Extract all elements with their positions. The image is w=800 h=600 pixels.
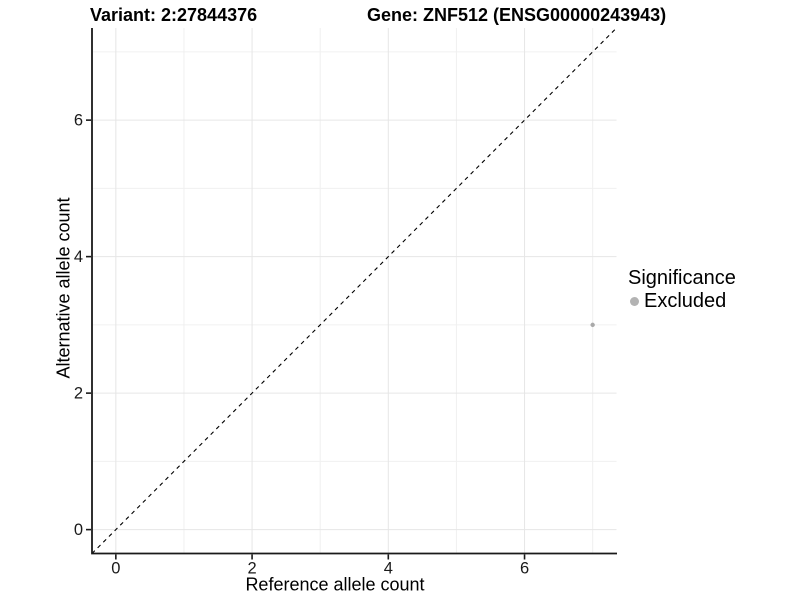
legend-title: Significance xyxy=(628,267,736,289)
legend-item-excluded: Excluded xyxy=(628,290,736,313)
x-tick-label: 4 xyxy=(384,560,393,578)
axis-lines xyxy=(91,28,617,555)
gene-title: Gene: ZNF512 (ENSG00000243943) xyxy=(367,5,667,25)
legend: Significance Excluded xyxy=(628,266,736,313)
legend-item-label: Excluded xyxy=(644,290,727,312)
y-tick-label: 0 xyxy=(74,521,83,539)
legend-dot-icon xyxy=(630,297,639,306)
x-axis-title: Reference allele count xyxy=(245,574,425,595)
y-tick-label: 4 xyxy=(74,248,83,266)
x-tick-label: 0 xyxy=(111,560,120,578)
y-tick-label: 2 xyxy=(74,385,83,403)
data-point xyxy=(590,322,595,328)
x-tick-label: 6 xyxy=(520,560,529,578)
y-tick-label: 6 xyxy=(74,112,83,130)
x-tick-label: 2 xyxy=(247,560,256,578)
variant-title: Variant: 2:27844376 xyxy=(90,5,258,25)
y-axis-title: Alternative allele count xyxy=(53,197,74,379)
identity-line xyxy=(91,27,617,554)
